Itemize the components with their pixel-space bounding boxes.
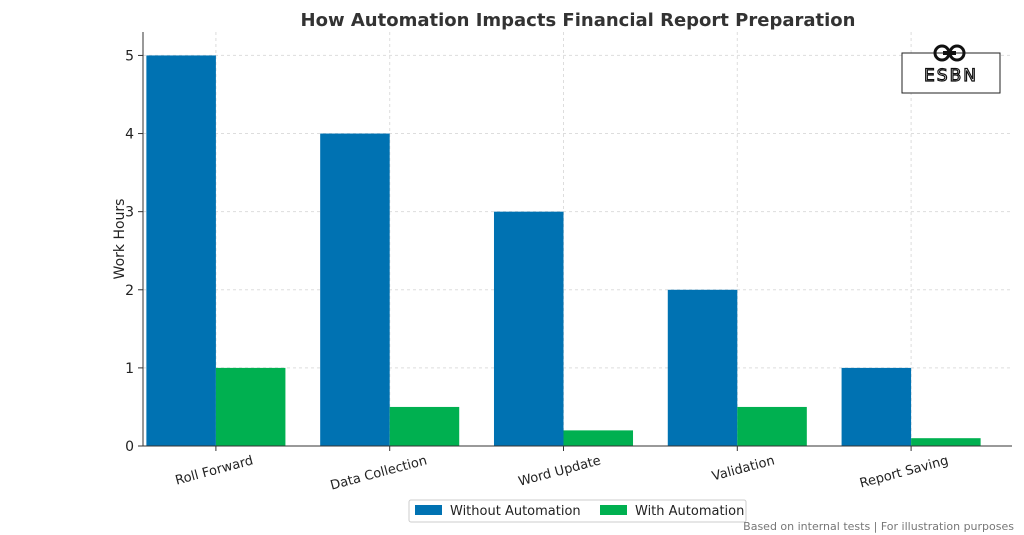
bar-with-automation-data-collection xyxy=(389,406,460,446)
legend: Without Automation With Automation xyxy=(408,499,747,523)
x-ticks: Roll Forward Data Collection Word Update Va… xyxy=(174,446,950,494)
logo-text: ESBN xyxy=(924,66,978,86)
bar-with-automation-roll-forward xyxy=(215,367,286,446)
bar-without-automation-validation xyxy=(667,289,738,446)
bar-without-automation-roll-forward xyxy=(146,55,216,447)
y-tick-label: 0 xyxy=(125,439,134,455)
bar-without-automation-report-saving xyxy=(841,367,912,446)
bar-with-automation-word-update xyxy=(563,430,634,446)
bar-without-automation-word-update xyxy=(493,211,564,446)
y-tick-label: 5 xyxy=(125,48,134,64)
footnote: Based on internal tests | For illustrati… xyxy=(743,520,1014,533)
bar-without-automation-data-collection xyxy=(320,133,390,446)
y-tick-label: 3 xyxy=(125,205,134,221)
x-tick-label-report-saving: Report Saving xyxy=(858,453,950,491)
bars xyxy=(146,55,981,447)
y-axis-label: Work Hours xyxy=(112,199,128,280)
x-tick-label-validation: Validation xyxy=(710,453,776,484)
bar-with-automation-validation xyxy=(737,406,807,446)
link-icon xyxy=(933,44,966,62)
x-tick-label-word-update: Word Update xyxy=(517,453,603,489)
y-tick-label: 2 xyxy=(125,283,134,299)
y-ticks: 0 1 2 3 4 5 xyxy=(125,48,143,455)
y-tick-label: 1 xyxy=(125,361,134,377)
legend-swatch-with-automation xyxy=(600,505,627,515)
logo: ESBN xyxy=(901,44,1001,94)
legend-label-with-automation: With Automation xyxy=(635,504,744,519)
legend-swatch-without-automation xyxy=(415,505,442,515)
bar-with-automation-report-saving xyxy=(911,438,981,446)
chart-title: How Automation Impacts Financial Report … xyxy=(301,10,856,31)
legend-box xyxy=(408,499,747,523)
x-tick-label-roll-forward: Roll Forward xyxy=(174,453,255,488)
x-tick-label-data-collection: Data Collection xyxy=(329,453,429,493)
legend-label-without-automation: Without Automation xyxy=(450,504,581,519)
y-tick-label: 4 xyxy=(125,127,134,143)
